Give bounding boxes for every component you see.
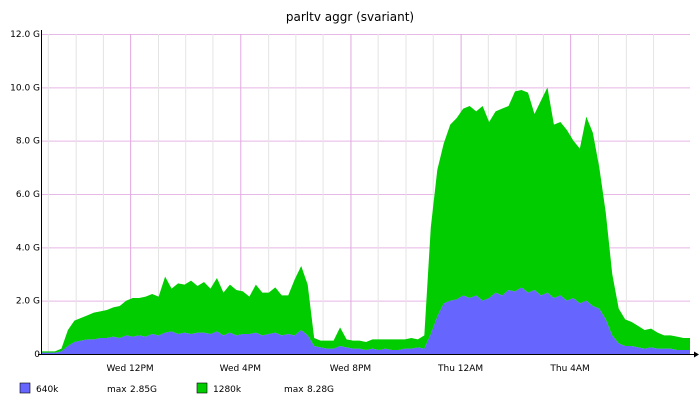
x-tick-label: Wed 4PM xyxy=(220,364,261,374)
x-tick-label: Wed 12PM xyxy=(107,364,154,374)
legend-stat-value: 8.28G xyxy=(307,385,334,395)
y-tick-label: 12.0 G xyxy=(10,30,40,40)
area-series-640k xyxy=(42,287,690,354)
x-axis-arrow xyxy=(694,351,699,358)
plot-areas xyxy=(42,87,690,354)
legend-stat-label: max xyxy=(284,385,304,395)
axes: 0 2.0 G 4.0 G 6.0 G 8.0 G 10.0 G 12.0 G Wed 12P… xyxy=(10,30,699,374)
x-tick-label: Wed 8PM xyxy=(330,364,371,374)
y-tick-label: 0 xyxy=(34,350,40,360)
legend: 640k max 2.85G 1280k max 8.28G xyxy=(19,382,334,395)
area-series-1280k xyxy=(42,87,690,353)
legend-label: 1280k xyxy=(213,385,242,395)
legend-label: 640k xyxy=(36,385,59,395)
y-tick-label: 8.0 G xyxy=(16,137,40,147)
y-tick-label: 2.0 G xyxy=(16,297,40,307)
x-tick-label: Thu 4AM xyxy=(549,364,589,374)
legend-stat-label: max xyxy=(107,385,127,395)
chart-title: parltv aggr (svariant) xyxy=(286,10,414,24)
x-tick-label: Thu 12AM xyxy=(437,364,483,374)
y-tick-label: 6.0 G xyxy=(16,190,40,200)
y-tick-label: 10.0 G xyxy=(10,83,40,93)
y-tick-label: 4.0 G xyxy=(16,243,40,253)
legend-swatch-1280k xyxy=(196,382,208,394)
legend-stat-value: 2.85G xyxy=(130,385,157,395)
legend-swatch-640k xyxy=(19,382,31,394)
